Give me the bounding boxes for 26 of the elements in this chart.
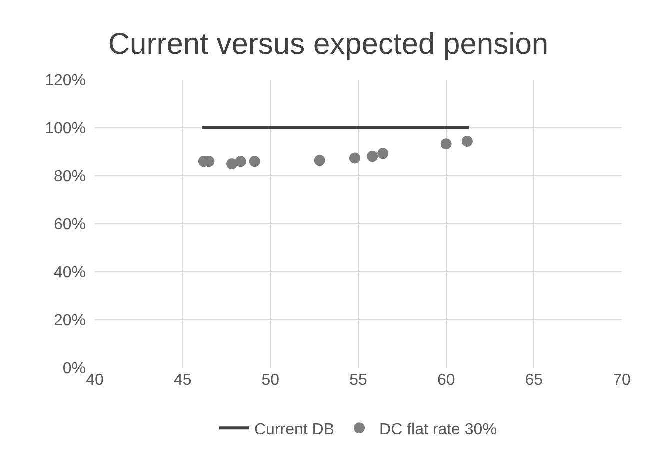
legend-label: Current DB <box>254 421 335 438</box>
x-tick-label: 40 <box>86 372 104 389</box>
x-tick-label: 50 <box>262 372 280 389</box>
y-tick-label: 40% <box>54 264 86 282</box>
x-tick-label: 45 <box>174 372 192 389</box>
point <box>314 155 326 166</box>
x-tick-label: 65 <box>525 372 544 389</box>
point <box>462 136 473 147</box>
legend-label: DC flat rate 30% <box>380 421 497 438</box>
point <box>226 158 238 170</box>
x-tick-label: 55 <box>350 372 368 389</box>
y-tick-label: 120% <box>45 72 86 90</box>
point <box>249 156 260 168</box>
y-tick-label: 60% <box>54 216 86 234</box>
point <box>367 151 378 162</box>
x-tick-label: 60 <box>437 372 456 389</box>
chart-title: Current versus expected pension <box>108 28 549 61</box>
y-tick-label: 100% <box>45 120 86 138</box>
point <box>378 148 389 160</box>
y-tick-label: 20% <box>54 312 86 330</box>
y-tick-label: 80% <box>54 168 86 186</box>
x-tick-label: 70 <box>613 372 631 389</box>
point <box>349 152 360 164</box>
y-tick-label: 0% <box>62 360 86 378</box>
point <box>235 156 246 168</box>
point <box>440 138 452 150</box>
